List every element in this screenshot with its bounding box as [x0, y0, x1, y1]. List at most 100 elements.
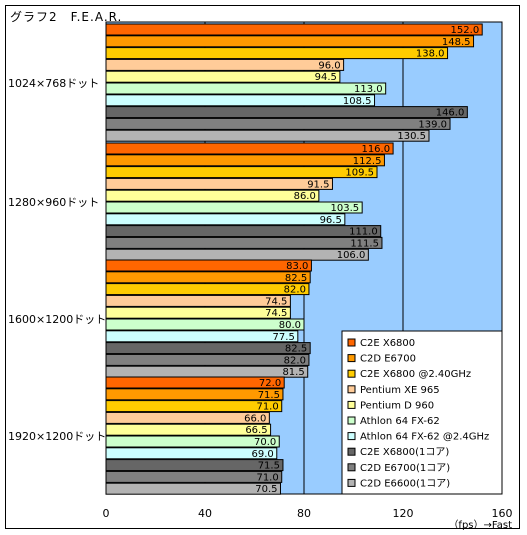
bar-value-label: 96.5 — [320, 215, 342, 226]
bar-value-label: 71.5 — [258, 461, 280, 472]
legend-swatch — [347, 338, 356, 347]
bar — [105, 248, 369, 261]
bar-value-label: 82.5 — [285, 344, 307, 355]
category-label: 1920×1200ドット — [8, 430, 106, 443]
bar — [105, 142, 394, 155]
bar-value-label: 138.0 — [416, 49, 445, 60]
bar — [105, 177, 333, 190]
bar — [105, 306, 291, 319]
category-label: 1280×960ドット — [8, 196, 99, 209]
bar — [105, 376, 285, 389]
legend-swatch — [347, 478, 356, 487]
bar-value-label: 74.5 — [265, 296, 287, 307]
bar-value-label: 82.0 — [284, 355, 306, 366]
bar-value-label: 112.5 — [353, 156, 382, 167]
legend-entry: Pentium XE 965 — [360, 385, 440, 396]
bar-value-label: 82.5 — [285, 273, 307, 284]
legend-entry: Athlon 64 FX-62 @2.4GHz — [360, 432, 489, 443]
bar — [105, 225, 382, 238]
bar-value-label: 130.5 — [397, 131, 426, 142]
bar-value-label: 103.5 — [331, 203, 360, 214]
bar — [105, 470, 283, 483]
legend-swatch — [347, 432, 356, 441]
bar — [105, 213, 346, 226]
bar — [105, 482, 281, 495]
bar-value-label: 71.5 — [258, 390, 280, 401]
bar — [105, 342, 311, 355]
legend-entry: C2E X6800 — [360, 338, 415, 349]
bar-value-label: 70.5 — [255, 484, 277, 495]
bar — [105, 388, 284, 401]
bar-value-label: 109.5 — [345, 168, 374, 179]
bar-value-label: 113.0 — [354, 84, 383, 95]
bar — [105, 447, 278, 460]
legend-entry: C2E X6800(1コア) — [360, 447, 449, 458]
bar — [105, 236, 383, 249]
bar — [105, 411, 270, 424]
bar — [105, 318, 305, 331]
legend-entry: Pentium D 960 — [360, 400, 434, 411]
bar-value-label: 91.5 — [307, 179, 329, 190]
bar-value-label: 86.0 — [294, 191, 316, 202]
bar-value-label: 148.5 — [442, 37, 471, 48]
bar — [105, 201, 363, 214]
bar — [105, 154, 385, 167]
bar-value-label: 152.0 — [451, 25, 480, 36]
bar — [105, 259, 312, 272]
x-axis-label: （fps）→Fast — [448, 519, 512, 531]
bar-value-label: 71.0 — [256, 402, 278, 413]
bar — [105, 129, 430, 142]
bar — [105, 294, 291, 307]
bar — [105, 189, 320, 202]
bar-value-label: 94.5 — [315, 72, 337, 83]
x-tick-label: 120 — [393, 507, 414, 520]
x-tick-label: 80 — [297, 507, 311, 520]
bar-value-label: 82.0 — [284, 285, 306, 296]
bar-value-label: 74.5 — [265, 308, 287, 319]
bar-value-label: 139.0 — [418, 119, 447, 130]
legend-swatch — [347, 385, 356, 394]
bar — [105, 117, 451, 130]
bar — [105, 106, 468, 119]
category-label: 1600×1200ドット — [8, 313, 106, 326]
x-tick-label: 160 — [492, 507, 513, 520]
bar — [105, 283, 310, 296]
legend-entry: C2D E6600(1コア) — [360, 478, 450, 489]
bar-value-label: 96.0 — [318, 60, 340, 71]
legend-swatch — [347, 416, 356, 425]
bar-value-label: 81.5 — [282, 367, 304, 378]
bar-value-label: 106.0 — [337, 250, 366, 261]
bar-value-label: 77.5 — [273, 332, 295, 343]
bar — [105, 94, 376, 107]
bar — [105, 166, 378, 179]
bar — [105, 23, 483, 36]
bar-value-label: 111.5 — [350, 238, 379, 249]
bar-value-label: 72.0 — [259, 378, 281, 389]
legend-box — [341, 330, 503, 495]
bar — [105, 82, 387, 95]
bar — [105, 365, 309, 378]
bar — [105, 423, 272, 436]
bar-value-label: 66.5 — [245, 425, 267, 436]
bar-value-label: 146.0 — [436, 108, 465, 119]
bar — [105, 330, 299, 343]
bar — [105, 47, 449, 60]
bar — [105, 400, 283, 413]
legend-swatch — [347, 463, 356, 472]
bar — [105, 58, 345, 71]
bar-value-label: 80.0 — [279, 320, 301, 331]
legend-entry: C2E X6800 @2.40GHz — [360, 369, 471, 380]
legend-swatch — [347, 447, 356, 456]
legend-swatch — [347, 354, 356, 363]
bar-value-label: 116.0 — [361, 144, 390, 155]
bar — [105, 70, 341, 83]
bar-value-label: 69.0 — [252, 449, 274, 460]
chart-title: グラフ2 F.E.A.R. — [10, 10, 123, 24]
bar-value-label: 83.0 — [286, 261, 308, 272]
x-tick-label: 0 — [103, 507, 110, 520]
x-tick-label: 40 — [198, 507, 212, 520]
legend-swatch — [347, 400, 356, 409]
legend-entry: C2D E6700 — [360, 354, 416, 365]
bar — [105, 35, 475, 48]
